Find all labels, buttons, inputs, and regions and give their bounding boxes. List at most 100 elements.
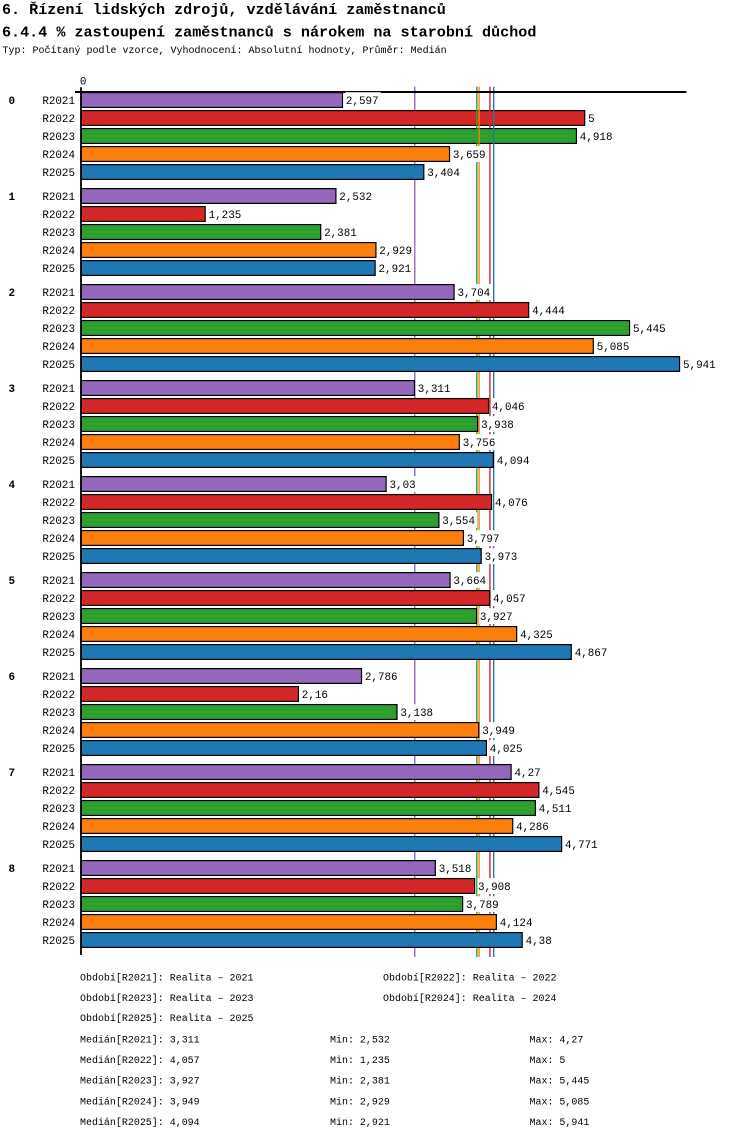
svg-text:Medián[R2025]: 4,094: Medián[R2025]: 4,094 [80, 1117, 200, 1128]
svg-text:4,124: 4,124 [500, 918, 533, 930]
svg-text:R2022: R2022 [42, 594, 75, 606]
svg-text:Max: 5,445: Max: 5,445 [530, 1076, 590, 1087]
svg-text:Období[R2024]: Realita – 2024: Období[R2024]: Realita – 2024 [383, 993, 557, 1004]
svg-text:R2022: R2022 [42, 114, 75, 126]
svg-text:0: 0 [9, 96, 16, 108]
svg-text:R2023: R2023 [42, 612, 75, 624]
svg-text:2,921: 2,921 [379, 264, 412, 276]
svg-text:6: 6 [9, 672, 16, 684]
svg-text:R2025: R2025 [42, 648, 75, 660]
svg-text:R2023: R2023 [42, 420, 75, 432]
svg-text:R2021: R2021 [42, 288, 75, 300]
svg-text:4,444: 4,444 [532, 306, 565, 318]
svg-text:2,786: 2,786 [365, 672, 398, 684]
svg-text:R2022: R2022 [42, 306, 75, 318]
svg-text:R2021: R2021 [42, 672, 75, 684]
svg-text:R2024: R2024 [42, 630, 75, 642]
svg-text:3,756: 3,756 [463, 438, 496, 450]
svg-text:Min: 2,532: Min: 2,532 [330, 1034, 390, 1045]
svg-text:R2025: R2025 [42, 264, 75, 276]
svg-text:5,085: 5,085 [597, 342, 630, 354]
svg-text:3,404: 3,404 [427, 168, 460, 180]
svg-text:R2025: R2025 [42, 936, 75, 948]
svg-text:R2025: R2025 [42, 360, 75, 372]
svg-text:3,789: 3,789 [466, 900, 499, 912]
svg-text:4,27: 4,27 [515, 768, 541, 780]
svg-text:R2024: R2024 [42, 150, 75, 162]
svg-text:Max: 5,085: Max: 5,085 [530, 1096, 590, 1107]
svg-text:R2021: R2021 [42, 864, 75, 876]
svg-text:R2025: R2025 [42, 168, 75, 180]
svg-text:3,554: 3,554 [442, 516, 475, 528]
svg-text:6. Řízení lidských zdrojů, vzd: 6. Řízení lidských zdrojů, vzdělávání za… [2, 1, 446, 19]
svg-text:R2024: R2024 [42, 342, 75, 354]
svg-text:2,16: 2,16 [302, 690, 328, 702]
svg-text:Typ: Počítaný podle vzorce, Vy: Typ: Počítaný podle vzorce, Vyhodnocení:… [3, 44, 447, 57]
svg-text:R2023: R2023 [42, 900, 75, 912]
svg-text:Období[R2021]: Realita – 2021: Období[R2021]: Realita – 2021 [80, 973, 254, 984]
svg-text:2,929: 2,929 [379, 246, 412, 258]
svg-text:R2021: R2021 [42, 576, 75, 588]
svg-text:2,597: 2,597 [346, 96, 379, 108]
svg-text:4,286: 4,286 [516, 822, 549, 834]
svg-text:0: 0 [80, 76, 87, 88]
svg-text:R2021: R2021 [42, 192, 75, 204]
svg-text:4,046: 4,046 [492, 402, 525, 414]
svg-text:R2025: R2025 [42, 840, 75, 852]
svg-text:3,138: 3,138 [400, 708, 433, 720]
svg-text:4,511: 4,511 [539, 804, 572, 816]
svg-text:3,659: 3,659 [453, 150, 486, 162]
svg-text:R2025: R2025 [42, 456, 75, 468]
svg-text:Min: 1,235: Min: 1,235 [330, 1055, 390, 1066]
svg-text:R2024: R2024 [42, 438, 75, 450]
svg-text:3,797: 3,797 [467, 534, 500, 546]
svg-text:4,325: 4,325 [520, 630, 553, 642]
svg-text:3,518: 3,518 [439, 864, 472, 876]
svg-text:R2021: R2021 [42, 96, 75, 108]
svg-text:R2022: R2022 [42, 690, 75, 702]
svg-text:Období[R2025]: Realita – 2025: Období[R2025]: Realita – 2025 [80, 1013, 254, 1024]
svg-text:Min: 2,929: Min: 2,929 [330, 1096, 390, 1107]
svg-text:R2024: R2024 [42, 726, 75, 738]
svg-text:3,03: 3,03 [390, 480, 416, 492]
svg-text:2: 2 [9, 288, 16, 300]
svg-text:4,867: 4,867 [575, 648, 608, 660]
svg-text:5,445: 5,445 [633, 324, 666, 336]
svg-text:R2022: R2022 [42, 882, 75, 894]
svg-text:4,38: 4,38 [526, 936, 552, 948]
svg-text:2,381: 2,381 [324, 228, 357, 240]
svg-text:3,908: 3,908 [478, 882, 511, 894]
svg-text:Max: 4,27: Max: 4,27 [530, 1034, 584, 1045]
svg-text:R2021: R2021 [42, 768, 75, 780]
svg-text:1: 1 [9, 192, 16, 204]
svg-text:R2023: R2023 [42, 516, 75, 528]
svg-text:R2025: R2025 [42, 744, 75, 756]
svg-text:R2023: R2023 [42, 804, 75, 816]
svg-text:R2024: R2024 [42, 534, 75, 546]
svg-text:4,025: 4,025 [490, 744, 523, 756]
svg-text:4,094: 4,094 [497, 456, 530, 468]
svg-text:5,941: 5,941 [683, 360, 716, 372]
svg-text:R2024: R2024 [42, 246, 75, 258]
svg-text:Min: 2,921: Min: 2,921 [330, 1117, 390, 1128]
svg-text:R2022: R2022 [42, 210, 75, 222]
svg-text:8: 8 [9, 864, 16, 876]
svg-text:4: 4 [9, 480, 16, 492]
svg-text:R2022: R2022 [42, 786, 75, 798]
svg-text:4,057: 4,057 [493, 594, 526, 606]
svg-text:Max: 5: Max: 5 [530, 1055, 566, 1066]
svg-text:R2023: R2023 [42, 132, 75, 144]
svg-text:R2021: R2021 [42, 384, 75, 396]
svg-text:R2024: R2024 [42, 822, 75, 834]
svg-text:Medián[R2022]: 4,057: Medián[R2022]: 4,057 [80, 1055, 200, 1066]
svg-text:4,076: 4,076 [495, 498, 528, 510]
svg-text:3,938: 3,938 [481, 420, 514, 432]
svg-text:5: 5 [9, 576, 16, 588]
svg-text:3,311: 3,311 [418, 384, 451, 396]
svg-text:R2023: R2023 [42, 324, 75, 336]
svg-text:R2023: R2023 [42, 228, 75, 240]
svg-text:R2024: R2024 [42, 918, 75, 930]
svg-text:Max: 5,941: Max: 5,941 [530, 1117, 590, 1128]
svg-text:R2022: R2022 [42, 498, 75, 510]
svg-text:Min: 2,381: Min: 2,381 [330, 1076, 390, 1087]
